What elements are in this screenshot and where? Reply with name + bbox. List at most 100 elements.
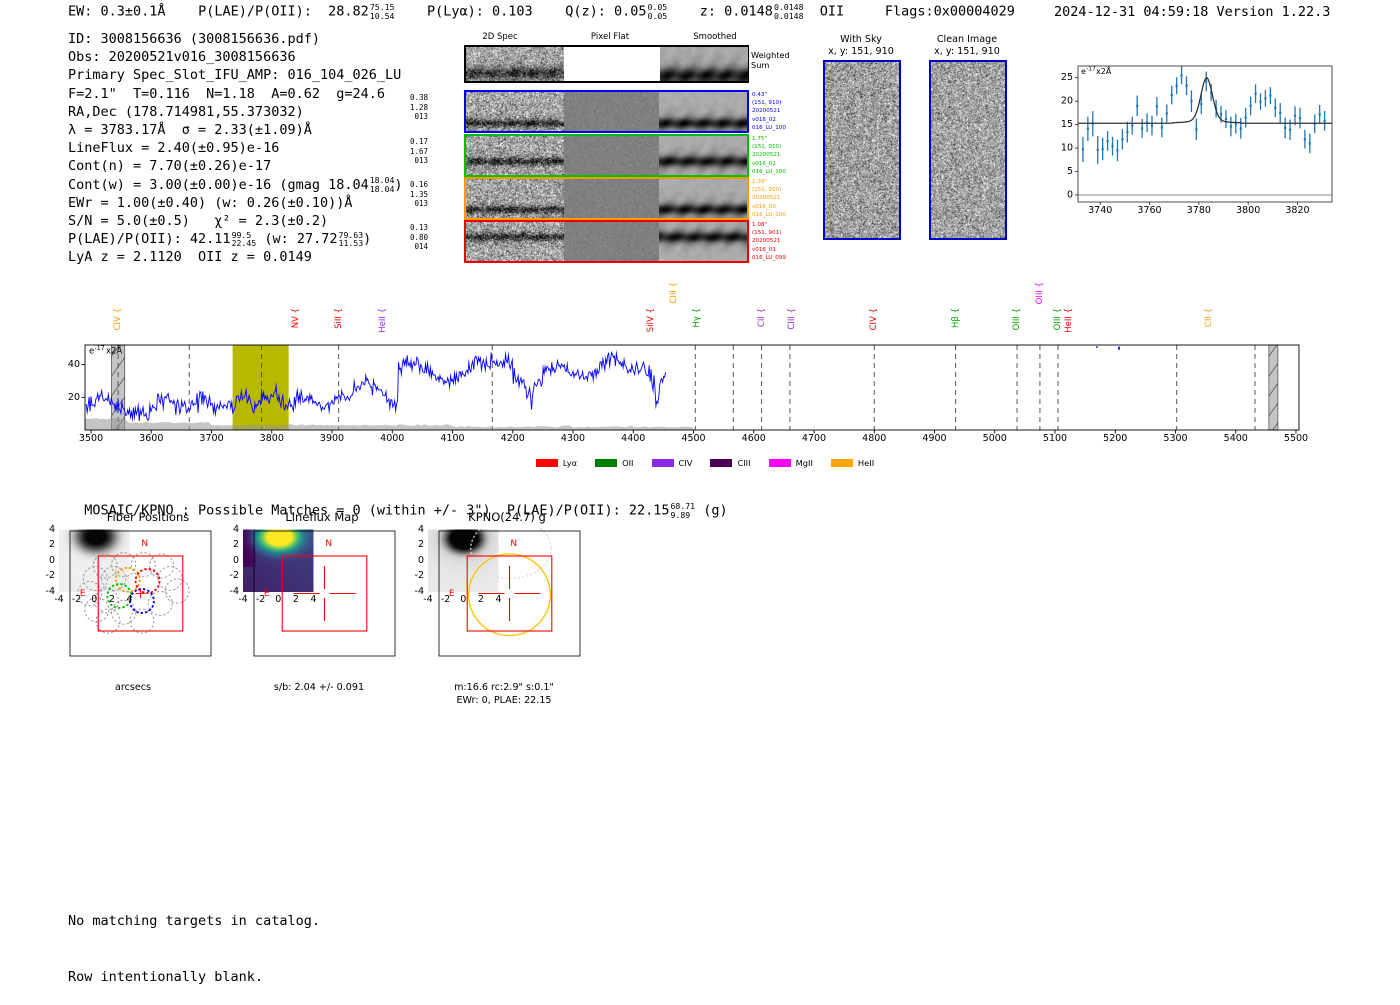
axis-tick-y: -2 [414,570,424,582]
panel-title-2dspec: 2D Spec [482,32,518,42]
spec2d-row-left-label: 0.13 0.80 014 [409,223,428,252]
info-cont-w-post: ) [394,176,403,193]
axis-tick-x: -4 [54,594,64,605]
legend-label: OII [622,458,634,468]
axis-tick-y: -4 [414,586,424,597]
lineflux-map-panel: Lineflux Map -4 -2 0 2 4 4 2 0 -2 -4 s/b: 2.04 +/… [230,510,422,710]
kpno-caption-2: EWr: 0, PLAE: 22.15 [456,695,552,706]
spectrum-line-label: CII { [1203,308,1214,328]
legend-entry: HeII [830,458,875,468]
fiber-xlabel: arcsecs [114,682,152,693]
spec2d-raw [466,92,564,131]
mosaic-line-lo: 9.89 [670,509,691,520]
panel-title-smoothed: Smoothed [693,32,737,42]
spectrum-legend: Lyα OII CIV CIII MgII HeII [520,452,890,471]
legend-label: CIII [737,458,751,468]
legend-swatch [830,459,853,467]
spectrum-line-label: OIII { [1053,308,1063,331]
axis-tick-x: -2 [440,594,451,605]
info-obs: Obs: 20200521v016_3008156636 [68,49,296,66]
header-z: z: 0.0148 [699,3,773,20]
info-plae-post: ) [363,231,372,248]
header-z-species: OII [819,3,845,20]
axis-tick-x: -4 [238,594,248,605]
full-spectrum-chart: CIV {NV {SiII {HeII {SiIV {CIII {Hγ {CII… [60,278,1340,453]
spec2d-row [464,134,749,177]
header-z-lo: 0.0148 [773,10,804,21]
footer-line-1: No matching targets in catalog. [68,913,320,929]
info-lambda: λ = 3783.17Å σ = 2.33(±1.09)Å [68,122,312,139]
info-cont-w: Cont(w) = 3.00(±0.00)e-16 (gmag 18.04 18.… [68,176,403,194]
info-radec: RA,Dec (178.714981,55.373032) [68,103,304,120]
spec2d-raw [466,179,564,218]
axis-tick-y: 0 [48,554,55,566]
info-snr: S/N = 5.0(±0.5) χ² = 2.3(±0.2) [68,213,329,230]
legend-label: CIV [678,458,693,468]
legend-label: HeII [857,458,875,468]
spec2d-smoothed [659,92,747,131]
axis-tick-y: -4 [229,586,239,597]
mosaic-line-post: (g) [703,502,728,519]
axis-tick-y: 2 [232,539,239,551]
timestamp-version: 2024-12-31 04:59:18 Version 1.22.3 [1054,4,1331,20]
spectrum-line-label: CIII { [786,308,797,330]
legend-entry: CIII [710,458,751,468]
header-plae-hi: 75.15 [369,2,395,12]
footer-note: No matching targets in catalog. Row inte… [68,875,320,1005]
info-cont-w-lo: 18.04 [369,183,395,194]
spec2d-smoothed [659,222,747,261]
mosaic-line-hi: 68.71 [670,501,696,511]
kpno-caption-1: m:16.6 rc:2.9" s:0.1" [454,682,554,693]
spectrum-line-label: HeII { [378,308,389,333]
spec2d-row-right-label: 0.43" (151, 910) 20200521 v016_02 016_LU… [752,92,786,131]
spectrum-line-label: OIII { [1034,282,1045,305]
header-qz: Q(z): 0.05 [565,3,647,20]
spec2d-row-right-label: 1.08" (151, 901) 20200521 v016_01 016_LU… [752,222,786,261]
axis-tick-y: 4 [48,523,55,535]
axis-tick-y: 2 [48,539,55,551]
spectrum-line-label: Hγ { [691,308,702,328]
axis-tick-y: -2 [229,570,239,582]
legend-entry: Lyα [535,458,578,468]
info-seeing: F=2.1" T=0.116 N=1.18 A=0.62 g=24.6 [68,85,385,102]
legend-swatch [651,459,674,467]
axis-tick-x: -2 [255,594,266,605]
kpno-panel-title: KPNO(24.7) g [468,510,546,524]
legend-swatch [535,459,558,467]
legend-entry: MgII [768,458,813,468]
axis-tick-x: 4 [126,594,133,605]
header-ew: EW: 0.3±0.1Å [68,3,166,20]
axis-tick-x: 0 [91,594,98,605]
spec2d-raw [466,222,564,261]
axis-tick-y: 0 [232,554,239,566]
spec2d-row-left-label: 0.17 1.67 013 [409,137,428,166]
spec2d-pixelflat [564,222,659,261]
info-plae-w-lo: 11.53 [338,238,364,249]
cutout-title-withsky: With Sky x, y: 151, 910 [806,34,916,57]
spectrum-line-label: SiIV { [646,308,657,333]
cutout-title-clean: Clean Image x, y: 151, 910 [912,34,1022,57]
info-cont-w-text: Cont(w) = 3.00(±0.00)e-16 (gmag 18.04 [68,176,369,193]
legend-entry: OII [595,458,634,468]
header-qz-hi: 0.05 [647,2,668,12]
info-lineflux: LineFlux = 2.40(±0.95)e-16 [68,140,280,157]
info-plae-pre: P(LAE)/P(OII): 42.11 [68,231,231,248]
legend-label: Lyα [562,458,578,468]
panel-title-pixelflat: Pixel Flat [590,32,630,42]
cutout-with-sky [823,60,901,240]
header-plae-label: P(LAE)/P(OII): [198,3,312,20]
axis-tick-y: 4 [232,523,239,535]
spec2d-row-left-label: 0.16 1.35 013 [409,180,428,209]
spec2d-raw [466,136,564,175]
legend-swatch [710,459,733,467]
axis-tick-x: 2 [108,594,115,605]
spec2d-row [464,177,749,220]
axis-tick-x: 0 [275,594,282,605]
spectrum-line-label: OIII { [1012,308,1023,331]
spec2d-row [464,90,749,133]
info-cont-n: Cont(n) = 7.70(±0.26)e-17 [68,158,272,175]
axis-tick-y: -2 [45,570,55,582]
spec2d-pixelflat [564,136,659,175]
cutout-title-1: Clean Image [936,34,998,45]
info-plae-lo: 22.45 [231,238,257,249]
